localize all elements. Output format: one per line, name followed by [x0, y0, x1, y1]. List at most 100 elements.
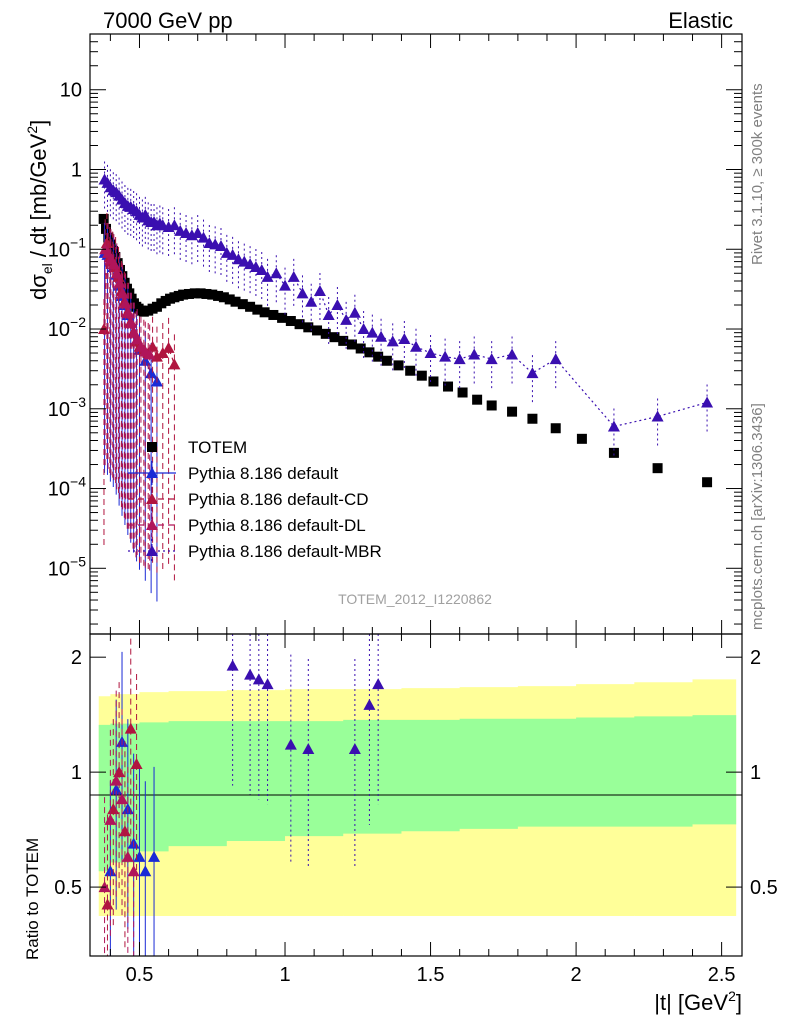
main-y-tick-label: 10−1	[48, 234, 86, 261]
main-y-tick-label: 10−3	[48, 394, 86, 421]
totem-point	[201, 288, 212, 299]
totem-point	[224, 294, 235, 305]
dl-point	[143, 348, 156, 360]
mbr-point	[305, 295, 318, 307]
mbr-point	[468, 348, 481, 360]
legend-label-dl: Pythia 8.186 default-DL	[188, 516, 366, 535]
totem-point	[381, 355, 392, 366]
mbr-point	[261, 270, 274, 282]
mbr-ratio-point	[302, 742, 315, 754]
rivet-label: Rivet 3.1.10, ≥ 300k events	[749, 83, 766, 265]
mbr-point	[607, 420, 620, 432]
totem-point	[393, 360, 404, 371]
mbr-line	[104, 179, 708, 428]
cd-point	[156, 347, 169, 359]
ratio-y-tick-label: 1	[71, 762, 82, 784]
header-right: Elastic	[668, 8, 733, 33]
dl-ratio-point	[127, 865, 140, 877]
ratio-y-tick-label: 2	[71, 647, 82, 669]
ratio-series	[98, 634, 385, 956]
ratio-y-tick-label-right: 1	[750, 762, 761, 784]
mbr-point	[386, 335, 399, 347]
header-left: 7000 GeV pp	[103, 8, 233, 33]
totem-point	[652, 463, 663, 474]
mbr-point	[398, 332, 411, 344]
mbr-point	[549, 353, 562, 365]
mbr-point	[526, 367, 539, 379]
x-axis-label: |t| [GeV2]	[654, 988, 742, 1015]
mbr-point	[424, 347, 437, 359]
mbr-point	[651, 410, 664, 422]
totem-point	[364, 347, 375, 358]
main-y-axis-label: dσel / dt [mb/GeV2]	[24, 120, 55, 300]
totem-point	[527, 413, 538, 424]
mbr-point	[226, 248, 239, 260]
mbr-point	[296, 287, 309, 299]
mbr-point	[375, 330, 388, 342]
legend-label-default: Pythia 8.186 default	[188, 464, 339, 483]
ratio-x-tick-label: 1	[279, 964, 290, 986]
totem-point	[230, 296, 241, 307]
totem-point	[338, 335, 349, 346]
mbr-point	[701, 396, 714, 408]
mbr-ratio-point	[252, 673, 265, 685]
totem-point	[101, 223, 112, 234]
totem-point	[189, 288, 200, 299]
mbr-point	[197, 231, 210, 243]
totem-point	[237, 299, 248, 310]
totem-point	[195, 288, 206, 299]
main-y-tick-label: 10−4	[48, 474, 86, 501]
mbr-point	[410, 340, 422, 352]
mbr-point	[331, 299, 344, 311]
dl-ratio-point	[116, 793, 129, 805]
mbr-ratio-point	[363, 698, 376, 710]
dl-ratio-point	[121, 850, 134, 862]
totem-point	[329, 332, 340, 343]
mbr-ratio-point	[348, 742, 361, 754]
totem-point	[416, 370, 427, 381]
totem-point	[259, 307, 270, 318]
legend-label-totem: TOTEM	[188, 438, 247, 457]
totem-point	[277, 312, 288, 323]
ratio-band-green	[98, 715, 737, 872]
ratio-x-tick-label: 2	[571, 964, 582, 986]
totem-point	[294, 319, 305, 330]
legend-label-cd: Pythia 8.186 default-CD	[188, 490, 369, 509]
cd-ratio-point	[124, 722, 137, 734]
totem-point	[98, 213, 109, 224]
main-y-tick-label: 10	[60, 80, 82, 102]
mbr-point	[255, 263, 268, 275]
series-dl	[99, 219, 156, 575]
ratio-series-mbr	[226, 634, 385, 869]
mbr-point	[168, 219, 181, 231]
cd-ratio-point	[101, 898, 114, 910]
ratio-y-axis-label: Ratio to TOTEM	[23, 838, 42, 960]
totem-point	[486, 400, 497, 411]
ratio-series-dl	[98, 690, 140, 956]
legend-mbr-marker	[146, 545, 158, 556]
totem-point	[124, 288, 135, 299]
totem-point	[576, 433, 587, 444]
totem-point	[320, 328, 331, 339]
totem-point	[355, 343, 366, 354]
ratio-x-tick-label: 1.5	[417, 964, 445, 986]
watermark: TOTEM_2012_I1220862	[338, 591, 492, 607]
mbr-ratio-point	[261, 678, 274, 690]
ratio-bands	[98, 679, 737, 917]
totem-point	[608, 447, 619, 458]
totem-point	[207, 289, 218, 300]
ratio-y-tick-label-right: 0.5	[750, 877, 778, 899]
dl-point	[131, 332, 144, 344]
cd-ratio-point	[130, 758, 143, 770]
totem-point	[213, 290, 224, 301]
default-ratio-point	[148, 850, 161, 862]
totem-point	[303, 322, 314, 333]
mbr-point	[340, 313, 353, 325]
ratio-axes: 0.5 1 1.5 2 2.5 0.5 0.5 1 1 2 2	[54, 634, 778, 986]
totem-point	[285, 316, 296, 327]
main-series	[97, 161, 714, 602]
main-y-tick-label: 1	[71, 160, 82, 182]
cd-point	[100, 236, 113, 248]
ratio-frame	[89, 633, 743, 957]
mbr-point	[279, 279, 292, 291]
